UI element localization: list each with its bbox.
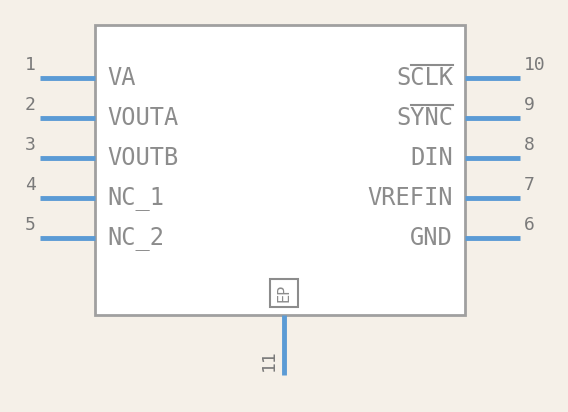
Text: DIN: DIN bbox=[410, 146, 453, 170]
Bar bbox=[95, 25, 465, 315]
Text: VREFIN: VREFIN bbox=[367, 186, 453, 210]
Text: 2: 2 bbox=[25, 96, 36, 114]
Text: 7: 7 bbox=[524, 176, 535, 194]
Text: 10: 10 bbox=[524, 56, 546, 74]
Text: 5: 5 bbox=[25, 216, 36, 234]
Text: SCLK: SCLK bbox=[396, 66, 453, 90]
Text: 3: 3 bbox=[25, 136, 36, 154]
Text: VOUTB: VOUTB bbox=[107, 146, 178, 170]
Text: VA: VA bbox=[107, 66, 136, 90]
Bar bbox=[270, 279, 298, 307]
Text: VOUTA: VOUTA bbox=[107, 106, 178, 130]
Text: 8: 8 bbox=[524, 136, 535, 154]
Text: 1: 1 bbox=[25, 56, 36, 74]
Text: 9: 9 bbox=[524, 96, 535, 114]
Text: EP: EP bbox=[277, 284, 291, 302]
Text: SYNC: SYNC bbox=[396, 106, 453, 130]
Text: 4: 4 bbox=[25, 176, 36, 194]
Text: NC_1: NC_1 bbox=[107, 186, 164, 210]
Text: 11: 11 bbox=[260, 349, 278, 371]
Text: NC_2: NC_2 bbox=[107, 226, 164, 250]
Text: GND: GND bbox=[410, 226, 453, 250]
Text: 6: 6 bbox=[524, 216, 535, 234]
